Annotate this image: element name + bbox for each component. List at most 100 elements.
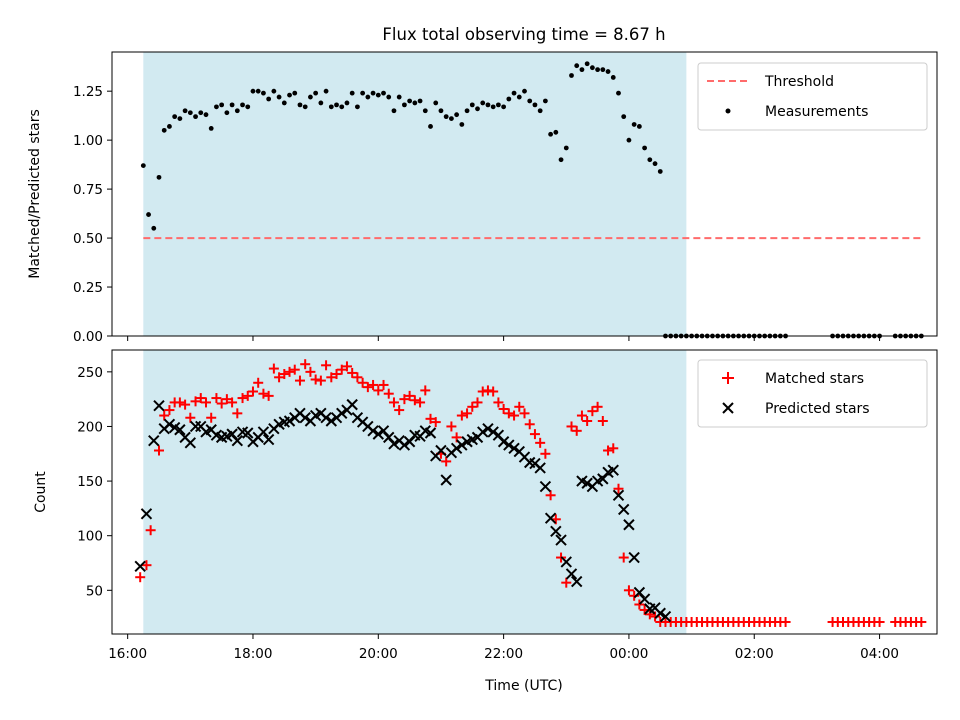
cross-b (236, 426, 249, 438)
matched-star-point (488, 386, 499, 397)
measurement-point (161, 127, 167, 133)
y-tick-label: 0.25 (73, 280, 103, 296)
legend-matched-label: Matched stars (765, 371, 864, 387)
matched-star-point (274, 372, 285, 383)
predicted-star-point (565, 568, 578, 580)
x-axis-ticks-bottom: 16:00 18:00 20:00 22:00 00:00 02:00 04:00 (108, 634, 899, 662)
y-tick-label: 1.25 (73, 84, 103, 100)
measurement-point (276, 94, 282, 100)
matched-star-point (576, 410, 587, 421)
matched-star-point (315, 375, 326, 386)
matched-star-point (242, 390, 253, 401)
y-axis-label-top: Matched/Predicted stars (27, 109, 43, 279)
measurement-point (480, 100, 486, 106)
legend-predicted-swatch (722, 402, 734, 414)
matched-star-point (388, 397, 399, 408)
predicted-star-point (628, 551, 640, 564)
measurement-point (381, 90, 386, 96)
measurement-point (328, 104, 334, 110)
measurement-point (140, 163, 146, 169)
x-tick-label: 02:00 (735, 646, 774, 662)
predicted-star-point (388, 438, 400, 450)
measurement-point (454, 112, 460, 118)
matched-star-point (300, 359, 311, 370)
matched-star-point (321, 360, 332, 371)
cross-b (450, 442, 463, 455)
cross-b (325, 415, 338, 427)
cross-b (184, 437, 197, 449)
measurement-point (308, 94, 313, 100)
measurement-point (511, 90, 517, 96)
predicted-star-point (189, 420, 202, 433)
predicted-star-point (242, 427, 254, 439)
cross-b (518, 451, 531, 463)
cross-b (179, 431, 191, 444)
legend-matched-swatch (722, 372, 734, 384)
cross-b (195, 420, 207, 433)
matched-star-point (253, 377, 264, 388)
predicted-star-point (153, 400, 165, 412)
matched-star-point (409, 395, 420, 406)
predicted-star-point (612, 489, 625, 501)
cross-b (654, 607, 666, 619)
measurement-point (616, 90, 621, 96)
matched-star-point (493, 397, 504, 408)
measurement-point (151, 225, 157, 231)
predicted-stars-points (134, 398, 672, 623)
matched-star-point (519, 408, 530, 419)
predicted-star-point (571, 575, 583, 588)
measurement-point (344, 100, 350, 106)
cross-b (262, 433, 275, 446)
matched-star-point (268, 363, 279, 374)
cross-b (534, 462, 546, 474)
predicted-star-point (440, 474, 452, 486)
matched-star-point (644, 609, 655, 620)
matched-star-point (561, 577, 572, 588)
y-axis-ticks-bottom: 50 100 150 200 250 (77, 365, 112, 599)
cross-b (388, 438, 400, 450)
matched-star-point (341, 361, 352, 372)
matched-star-point (394, 405, 405, 416)
matched-star-point (331, 369, 342, 380)
matched-stars-points (135, 359, 927, 627)
cross-b (576, 475, 588, 487)
measurement-point (652, 161, 658, 167)
x-axis-label: Time (UTC) (484, 678, 562, 694)
matched-star-point (545, 490, 556, 501)
x-tick-label: 22:00 (484, 646, 523, 662)
plot-frame-top (111, 51, 938, 337)
x-tick-label: 00:00 (609, 646, 648, 662)
cross-b (508, 442, 520, 455)
cross-b (492, 429, 505, 441)
matched-star-point (159, 410, 170, 421)
matched-star-point (498, 403, 509, 414)
matched-star-point (195, 393, 206, 404)
cross-b (283, 415, 296, 427)
cross-b (633, 586, 646, 599)
measurement-point (266, 96, 272, 102)
measurement-point (271, 88, 277, 94)
cross-b (163, 418, 176, 430)
matched-star-point (227, 397, 238, 408)
y-tick-label: 0.00 (73, 329, 103, 345)
predicted-star-point (184, 437, 197, 449)
matched-star-point (514, 401, 525, 412)
predicted-star-point (654, 607, 666, 619)
cross-b (168, 421, 181, 434)
measurement-point (589, 65, 595, 71)
matched-star-point (141, 560, 152, 571)
measurement-point (172, 114, 178, 120)
cross-b (607, 464, 619, 476)
measurement-point (527, 98, 533, 104)
measurement-point (240, 102, 245, 108)
measurement-point (657, 169, 663, 174)
measurement-point (214, 104, 219, 110)
matched-star-point (524, 419, 535, 430)
measurement-point (469, 102, 475, 108)
measurement-point (292, 90, 298, 96)
matched-star-point (232, 408, 243, 419)
measurement-point (610, 75, 616, 80)
matched-star-point (425, 413, 436, 424)
predicted-star-point (581, 477, 593, 489)
